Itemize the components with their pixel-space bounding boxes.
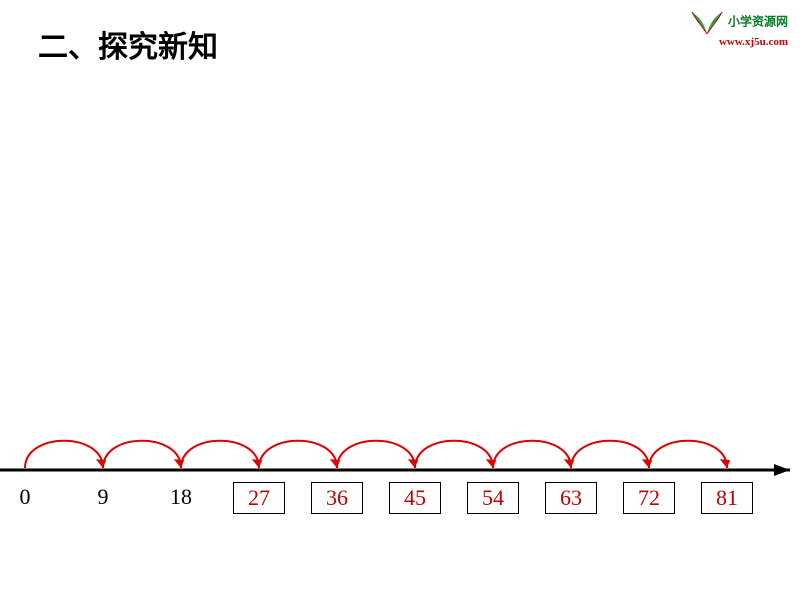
tick-label: 45 [389,482,441,514]
tick-label: 27 [233,482,285,514]
tick-label: 0 [20,484,31,510]
tick-label: 18 [170,484,192,510]
tick-label: 54 [467,482,519,514]
tick-label: 63 [545,482,597,514]
tick-label: 9 [98,484,109,510]
tick-label: 81 [701,482,753,514]
tick-label: 72 [623,482,675,514]
tick-label: 36 [311,482,363,514]
